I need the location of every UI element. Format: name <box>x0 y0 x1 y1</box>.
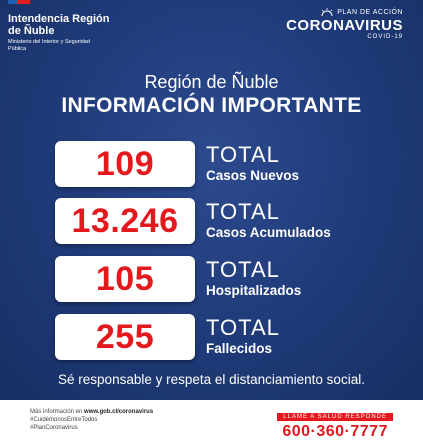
flag-stripe <box>8 0 30 4</box>
stat-value: 105 <box>55 256 195 302</box>
stat-label: Casos Acumulados <box>206 225 331 240</box>
stat-total-label: TOTAL <box>206 199 280 224</box>
stat-label: Hospitalizados <box>206 283 302 298</box>
sunrise-icon <box>321 8 333 17</box>
more-info-label: Más información en <box>30 409 85 415</box>
plan-subtitle: COVID-19 <box>367 34 403 40</box>
stat-value: 13.246 <box>55 198 195 244</box>
stat-row-cumulative-cases: 13.246 TOTAL Casos Acumulados <box>55 198 395 248</box>
stat-total-label: TOTAL <box>206 257 280 282</box>
stat-value: 255 <box>55 314 195 360</box>
stat-value: 109 <box>55 141 195 187</box>
plan-top-label: PLAN DE ACCIÓN <box>337 9 403 16</box>
info-panel: Intendencia Región de Ñuble Ministerio d… <box>0 0 423 400</box>
stat-row-deaths: 255 TOTAL Fallecidos <box>55 314 395 364</box>
slogan: Sé responsable y respeta el distanciamie… <box>58 372 365 387</box>
hotline-number[interactable]: 600·360·7777 <box>282 423 388 440</box>
hotline-label: LLAME A SALUD RESPONDE <box>277 413 393 421</box>
org-subtitle: Ministerio del Interior y Seguridad Públ… <box>8 39 90 52</box>
plan-title: CORONAVIRUS <box>286 17 403 34</box>
stat-total-label: TOTAL <box>206 315 280 340</box>
plan-logo: PLAN DE ACCIÓN CORONAVIRUS COVID-19 <box>286 8 403 40</box>
hashtag: #PlanCoronavirus <box>30 425 78 431</box>
hotline: LLAME A SALUD RESPONDE 600·360·7777 <box>277 405 393 441</box>
page-title: INFORMACIÓN IMPORTANTE <box>61 94 362 117</box>
footer-info: Más información en www.gob.cl/coronaviru… <box>30 408 153 432</box>
org-title: Intendencia Región de Ñuble <box>8 13 110 37</box>
info-link[interactable]: www.gob.cl/coronavirus <box>84 409 154 415</box>
stat-label: Casos Nuevos <box>206 168 300 183</box>
stat-row-hospitalized: 105 TOTAL Hospitalizados <box>55 256 395 306</box>
region-title: Región de Ñuble <box>144 72 279 92</box>
stat-row-new-cases: 109 TOTAL Casos Nuevos <box>55 141 395 191</box>
stat-label: Fallecidos <box>206 341 273 356</box>
hashtag: #CuidémonosEntreTodos <box>30 417 98 423</box>
org-logo: Intendencia Región de Ñuble Ministerio d… <box>8 13 118 53</box>
stat-total-label: TOTAL <box>206 142 280 167</box>
